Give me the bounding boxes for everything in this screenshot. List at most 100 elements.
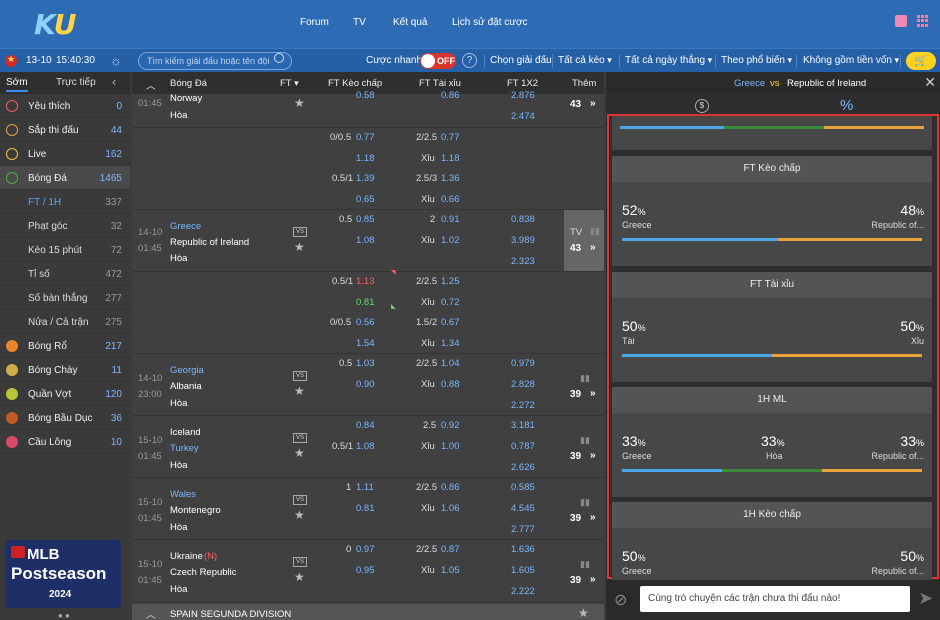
select-league-button[interactable]: Chọn giải đấu [490,55,552,66]
chevron-right-icon[interactable]: » [590,242,596,253]
tv-icon[interactable]: TV [570,227,583,238]
chat-input[interactable]: Cùng trò chuyện các trận chưa thi đấu nà… [640,586,910,612]
help-icon[interactable]: ? [462,53,477,68]
nav-results[interactable]: Kết quả [393,17,428,28]
chevron-left-icon[interactable]: ‹ [112,74,117,89]
sidebar-item[interactable]: Quần Vợt 120 [0,382,130,406]
carousel-dots[interactable]: ● ● [58,611,70,620]
head-to-head-icon[interactable]: VS [293,495,307,505]
sidebar-subitem[interactable]: Nửa / Cả trận 275 [0,310,130,334]
header-sport: Bóng Đá [170,78,207,89]
favorite-star-icon[interactable]: ★ [294,508,305,522]
vietnam-flag-icon[interactable] [5,54,17,67]
favorite-star-icon[interactable]: ★ [294,446,305,460]
bet-slip-cart-icon[interactable]: 🛒 [906,52,936,70]
mlb-postseason-banner[interactable]: MLB Postseason 2024 [5,540,121,608]
tv-stream-box[interactable]: TV ▮▮ 43 » [564,210,604,272]
nav-forum[interactable]: Forum [300,17,329,28]
table-row: 14-10 23:00 Georgia Albania Hòa VS ★ 0.5… [132,354,604,416]
quick-bet-label: Cược nhanh [366,55,423,66]
chevron-right-icon[interactable]: » [590,388,596,399]
header-ft-dropdown[interactable]: FT [280,78,299,89]
match-detail-panel: Greece vs Republic of Ireland ✕ $ % FT K… [606,72,940,620]
close-icon[interactable]: ✕ [924,74,936,90]
sidebar-subitem[interactable]: Tỉ số 472 [0,262,130,286]
header-handicap: FT Kèo chấp [328,78,383,89]
sport-icon [6,436,18,448]
all-bets-dropdown[interactable]: Tất cả kèo [558,55,612,66]
sun-icon[interactable]: ☼ [110,53,122,68]
favorite-star-icon[interactable]: ★ [578,606,589,620]
sidebar-item[interactable]: Bóng Chày 11 [0,358,130,382]
stats-icon[interactable]: ▮▮ [580,435,590,445]
chevron-right-icon[interactable]: » [590,512,596,523]
sidebar-item[interactable]: Bóng Rổ 217 [0,334,130,358]
sidebar-item[interactable]: Bóng Đá 1465 [0,166,130,190]
filter-bar: 13-10 15:40:30 ☼ Tìm kiếm giải đấu hoặc … [0,48,940,72]
head-to-head-icon[interactable]: VS [293,433,307,443]
table-row: 15-10 01:45 Wales Montenegro Hòa VS ★ 1 … [132,478,604,540]
table-row: 0/0.5 0.77 2/2.5 0.77 1.18 Xỉu 1.18 0.5/… [132,128,604,210]
sport-icon [6,100,18,112]
chevron-right-icon[interactable]: » [590,98,596,109]
no-emoji-icon[interactable]: ⊘ [614,592,628,609]
sidebar-item[interactable]: Live 162 [0,142,130,166]
stats-icon[interactable]: ▮▮ [580,373,590,383]
sport-icon [6,172,18,184]
head-to-head-icon[interactable]: VS [293,227,307,237]
site-logo[interactable]: KU [34,8,76,41]
favorite-star-icon[interactable]: ★ [294,384,305,398]
stat-card: FT Kèo chấp 52% Greece 48% Republic of..… [612,156,932,266]
chevron-right-icon[interactable]: » [590,450,596,461]
favorite-star-icon[interactable]: ★ [294,96,305,110]
search-icon[interactable] [274,53,284,63]
sidebar-subitem[interactable]: Số bàn thắng 277 [0,286,130,310]
sidebar-item[interactable]: Bóng Bầu Dục 36 [0,406,130,430]
stats-icon[interactable]: ▮▮ [580,559,590,569]
stats-icon[interactable]: ▮▮ [580,497,590,507]
top-bar: KU Forum TV Kết quả Lịch sử đặt cược [0,0,940,48]
stat-card: 1H Kèo chấp 50% Greece 50% Republic of..… [612,502,932,580]
collapse-icon[interactable]: ︿ [146,81,156,92]
neutral-venue-badge: (N) [204,551,218,562]
sport-icon [6,388,18,400]
odds-up-icon: ◣ [391,304,396,310]
apps-grid-icon[interactable] [917,15,929,27]
nav-tv[interactable]: TV [353,17,366,28]
send-icon[interactable]: ➤ [918,588,934,608]
head-to-head-icon[interactable]: VS [293,557,307,567]
chat-bar: ⊘ Cùng trò chuyện các trận chưa thi đấu … [606,580,940,620]
sports-sidebar: Sớm Trực tiếp ‹ Yêu thích 0 Sắp thi đấu … [0,72,130,620]
sidebar-subitem[interactable]: Kèo 15 phút 72 [0,238,130,262]
stat-card-title: 1H ML [612,387,932,413]
all-days-dropdown[interactable]: Tất cả ngày thắng [625,55,712,66]
match-header: Greece vs Republic of Ireland ✕ [606,72,940,94]
head-to-head-icon[interactable]: VS [293,371,307,381]
nav-history[interactable]: Lịch sử đặt cược [452,17,528,28]
tab-early[interactable]: Sớm [6,77,28,92]
gift-icon[interactable] [895,15,907,27]
tab-live[interactable]: Trực tiếp [56,77,96,88]
sidebar-item[interactable]: Sắp thi đấu 44 [0,118,130,142]
percent-icon[interactable]: % [840,97,854,114]
stat-card-title: FT Kèo chấp [612,156,932,182]
sidebar-item[interactable]: Cầu Lông 10 [0,430,130,454]
current-date: 13-10 [26,55,52,66]
sport-icon [6,340,18,352]
money-icon[interactable]: $ [695,99,709,113]
sidebar-subitem[interactable]: FT / 1H 337 [0,190,130,214]
sidebar-item[interactable]: Yêu thích 0 [0,94,130,118]
odds-table: ︿ Bóng Đá FT FT Kèo chấp FT Tài xỉu FT 1… [132,72,604,620]
capital-dropdown[interactable]: Không gồm tiền vốn [803,55,899,66]
favorite-star-icon[interactable]: ★ [294,240,305,254]
quick-bet-toggle[interactable]: OFF [420,53,456,69]
sidebar-subitem[interactable]: Phạt góc 32 [0,214,130,238]
stats-icon[interactable]: ▮▮ [590,226,600,236]
collapse-icon[interactable]: ︿ [146,610,156,620]
favorite-star-icon[interactable]: ★ [294,570,305,584]
search-input[interactable]: Tìm kiếm giải đấu hoặc tên đội [138,52,292,70]
sort-dropdown[interactable]: Theo phổ biến [721,55,792,66]
table-row: 15-10 01:45 Ukraine (N) Czech Republic H… [132,540,604,602]
chevron-right-icon[interactable]: » [590,574,596,585]
league-header[interactable]: ︿ SPAIN SEGUNDA DIVISION ★ [132,604,604,620]
